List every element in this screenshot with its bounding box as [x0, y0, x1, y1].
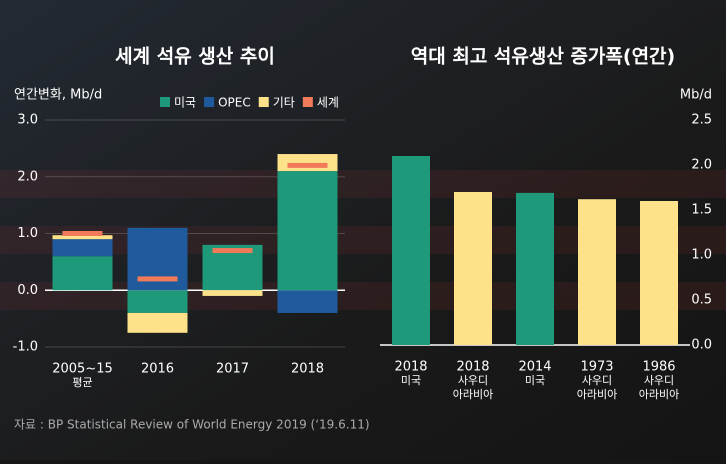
y-tick-label: -1.0 — [13, 340, 38, 355]
y-axis-label: 연간변화, Mb/d — [14, 88, 102, 103]
source: 자료 : BP Statistical Review of World Ener… — [14, 418, 370, 432]
y-tick-label: 2.0 — [17, 169, 38, 184]
x-tick-label: 1973 — [580, 360, 613, 375]
x-tick-label: 2016 — [141, 362, 174, 377]
x-tick-label: 2005~15 — [52, 362, 113, 377]
x-tick-label: 2014 — [518, 360, 551, 375]
bar — [640, 201, 678, 345]
x-tick-label: 아라비아 — [639, 388, 679, 401]
x-tick-label: 사우디 — [644, 374, 674, 387]
bar-segment — [277, 154, 338, 172]
bar — [392, 156, 430, 345]
legend-label: OPEC — [218, 96, 251, 110]
bar-segment — [277, 171, 338, 291]
world-marker — [62, 231, 103, 236]
y-tick-label: 0.0 — [17, 283, 38, 298]
bar-segment — [52, 256, 113, 291]
y-axis-label: Mb/d — [680, 88, 712, 103]
x-tick-label: 2018 — [291, 362, 324, 377]
bar-segment — [127, 290, 188, 313]
y-tick-label: 2.0 — [691, 158, 712, 173]
legend-label: 세계 — [317, 96, 339, 110]
y-tick-label: 1.0 — [691, 248, 712, 263]
bar-segment — [202, 290, 263, 296]
legend-label: 미국 — [174, 96, 196, 110]
x-tick-label: 미국 — [525, 374, 545, 387]
world-marker — [287, 162, 328, 168]
world-marker — [212, 248, 253, 254]
x-tick-label: 아라비아 — [453, 388, 493, 401]
y-tick-label: 0.0 — [691, 338, 712, 353]
y-tick-label: 2.5 — [691, 113, 712, 128]
chart-title: 세계 석유 생산 추이 — [115, 46, 275, 68]
y-tick-label: 0.5 — [691, 293, 712, 308]
x-tick-label: 2018 — [394, 360, 427, 375]
x-tick-label: 미국 — [401, 374, 421, 387]
bar — [454, 192, 492, 345]
x-tick-label: 1986 — [642, 360, 675, 375]
x-tick-label: 2018 — [456, 360, 489, 375]
y-tick-label: 3.0 — [17, 113, 38, 128]
bar-segment — [52, 235, 113, 240]
x-tick-label: 아라비아 — [577, 388, 617, 401]
x-tick-label: 평균 — [72, 376, 92, 389]
x-tick-label: 2017 — [216, 362, 249, 377]
bar — [516, 192, 554, 345]
bar-segment — [127, 312, 188, 333]
chart-title: 역대 최고 석유생산 증가폭(연간) — [411, 46, 675, 68]
bar-segment — [52, 239, 113, 257]
y-tick-label: 1.0 — [17, 226, 38, 241]
y-tick-label: 1.5 — [691, 203, 712, 218]
legend-swatch — [258, 97, 269, 107]
legend-swatch — [160, 97, 170, 107]
legend-label: 기타 — [273, 96, 295, 110]
bar-segment — [277, 290, 338, 313]
x-tick-label: 사우디 — [458, 374, 488, 387]
legend-swatch — [302, 97, 313, 107]
x-tick-label: 사우디 — [582, 374, 612, 387]
world-marker — [137, 276, 178, 282]
legend-swatch — [204, 97, 215, 107]
bar — [578, 199, 616, 345]
